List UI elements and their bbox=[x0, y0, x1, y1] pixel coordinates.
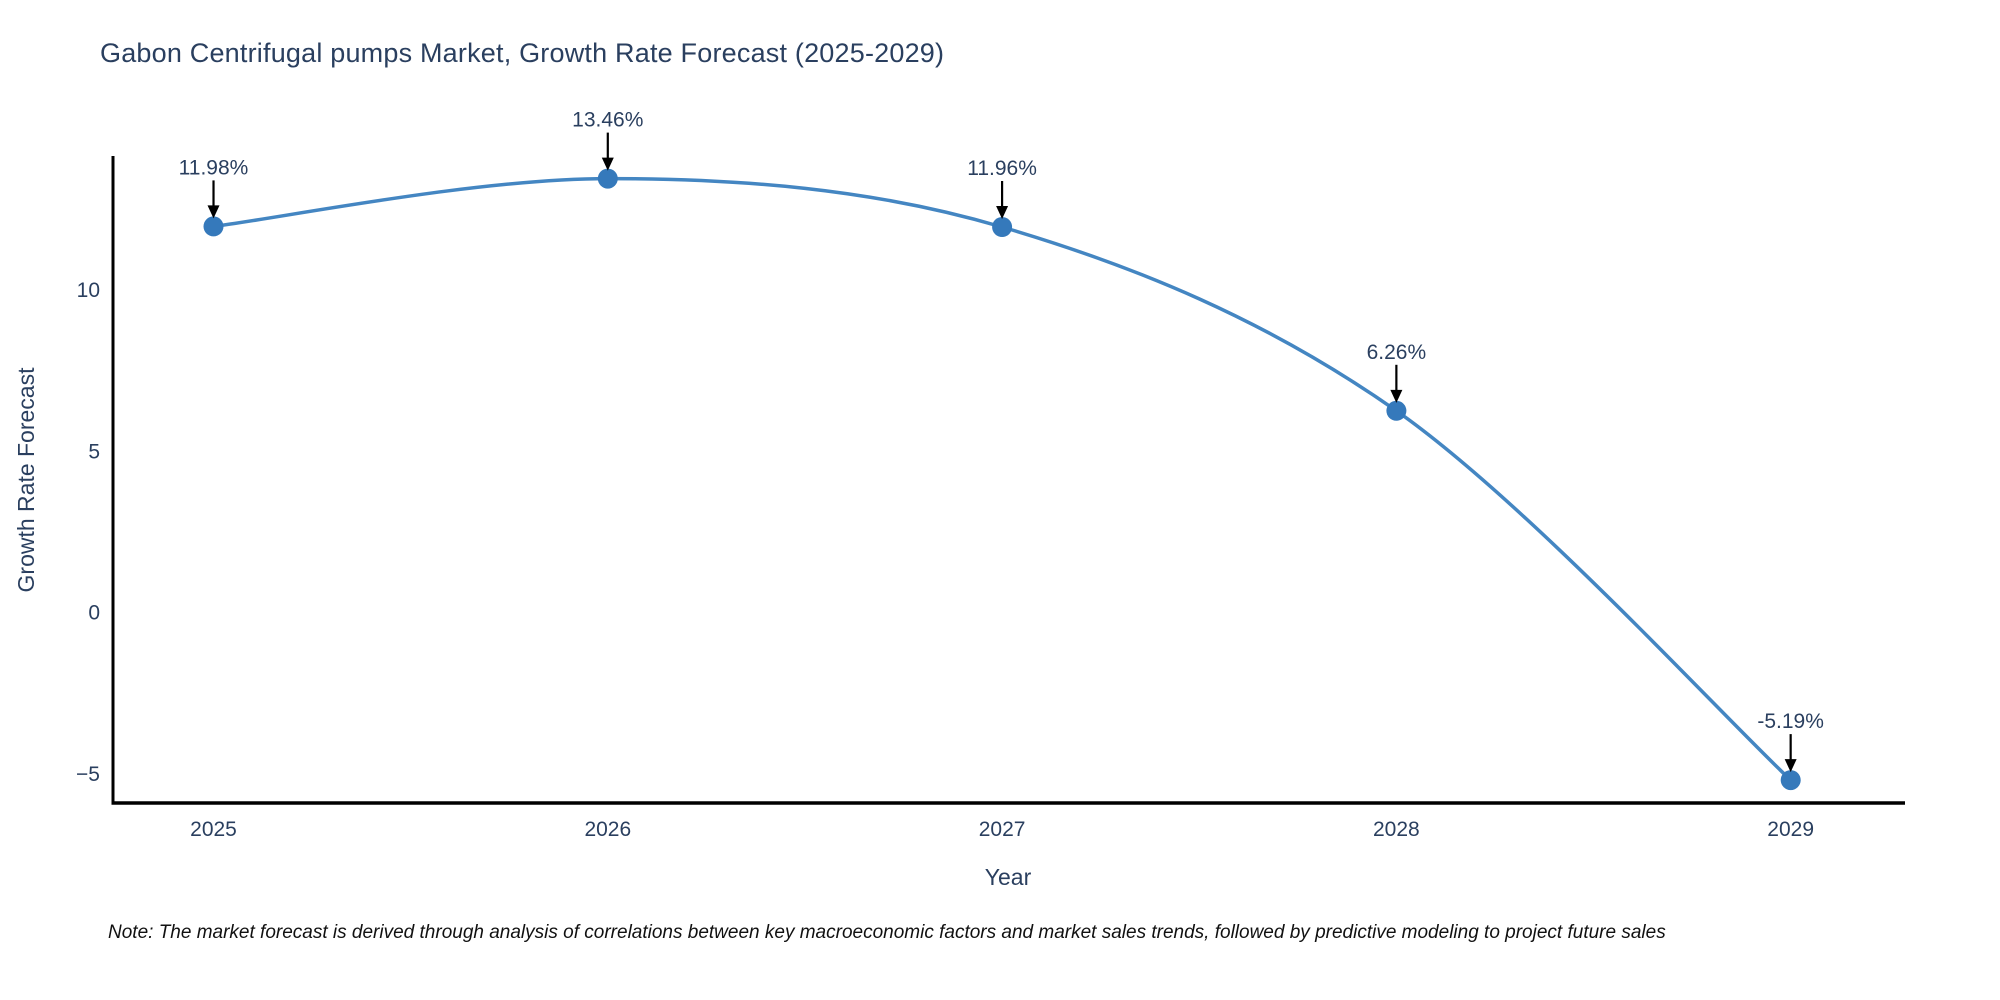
y-tick-label: 5 bbox=[88, 440, 100, 463]
annotation-label: -5.19% bbox=[1757, 710, 1824, 733]
trend-line bbox=[211, 176, 1793, 782]
y-axis-title: Growth Rate Forecast bbox=[13, 367, 39, 593]
y-tick-label: 0 bbox=[88, 602, 100, 625]
data-point-marker[interactable] bbox=[597, 168, 618, 189]
x-tick-label: 2027 bbox=[979, 818, 1026, 841]
annotation-label: 13.46% bbox=[572, 109, 643, 132]
data-point-marker[interactable] bbox=[992, 217, 1013, 237]
data-point-marker[interactable] bbox=[1386, 400, 1407, 421]
annotation-arrow-head bbox=[996, 206, 1009, 220]
annotation-arrow-head bbox=[1784, 759, 1797, 773]
annotation-label: 6.26% bbox=[1367, 341, 1427, 364]
annotation-arrow-head bbox=[601, 157, 614, 171]
x-tick-label: 2026 bbox=[584, 818, 631, 841]
x-tick-label: 2025 bbox=[190, 818, 237, 841]
annotation-arrow-head bbox=[1390, 389, 1403, 403]
chart-title: Gabon Centrifugal pumps Market, Growth R… bbox=[100, 38, 945, 68]
annotation-arrow-head bbox=[207, 205, 220, 219]
x-tick-label: 2029 bbox=[1767, 818, 1814, 841]
x-tick-label: 2028 bbox=[1373, 818, 1420, 841]
x-axis-title: Year bbox=[985, 864, 1032, 890]
data-point-marker[interactable] bbox=[203, 216, 224, 237]
data-point-marker[interactable] bbox=[1780, 770, 1801, 791]
annotation-label: 11.96% bbox=[967, 157, 1037, 180]
footnote: Note: The market forecast is derived thr… bbox=[108, 922, 1666, 943]
annotation-label: 11.98% bbox=[179, 156, 249, 179]
y-tick-label: −5 bbox=[76, 763, 100, 786]
y-tick-label: 10 bbox=[77, 279, 100, 302]
